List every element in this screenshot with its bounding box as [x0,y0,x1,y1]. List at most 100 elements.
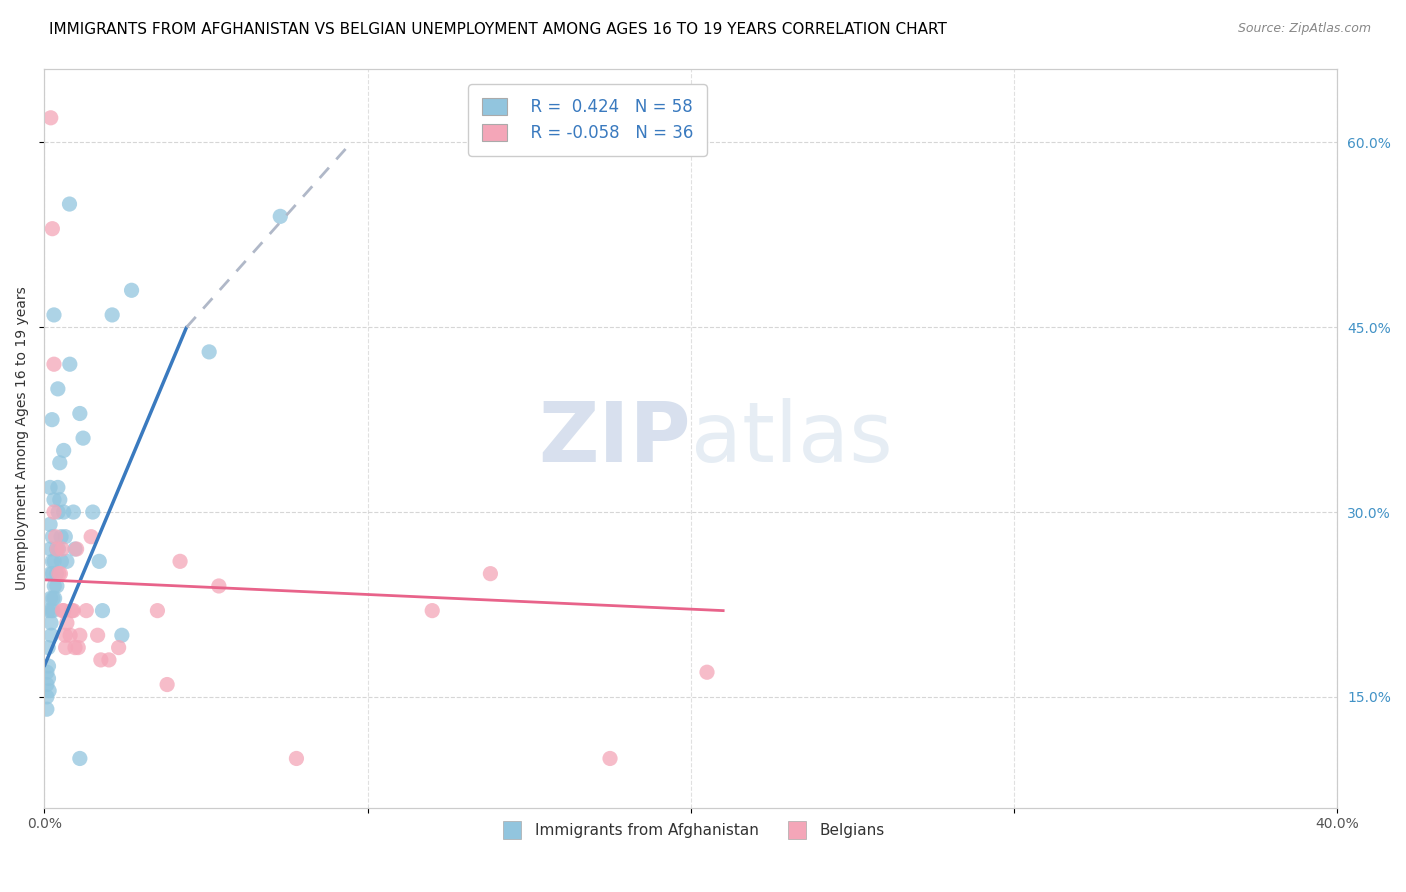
Point [198,344,221,359]
Point [42,591,65,606]
Point [48,566,70,581]
Point [41,412,63,426]
Point [52,505,75,519]
Point [42,505,65,519]
Point [58,197,80,211]
Point [91,604,114,618]
Point [56,554,79,568]
Text: ZIP: ZIP [538,398,690,479]
Point [111,628,134,642]
Point [42,492,65,507]
Point [62,604,84,618]
Point [45,541,67,556]
Point [51,554,73,568]
Point [52,604,75,618]
Point [46,541,69,556]
Point [49,492,72,507]
Point [60,604,83,618]
Point [51,604,73,618]
Point [41,554,63,568]
Point [53,530,76,544]
Point [156,677,179,691]
Point [41,221,63,235]
Point [39,517,62,532]
Point [41,566,63,581]
Point [45,579,67,593]
Point [479,566,502,581]
Point [97,653,120,667]
Point [86,628,108,642]
Point [37,640,59,655]
Point [39,591,62,606]
Point [59,357,82,371]
Point [45,530,67,544]
Point [107,640,129,655]
Point [44,591,66,606]
Point [37,659,59,673]
Point [696,665,718,680]
Point [44,579,66,593]
Point [69,628,91,642]
Point [41,628,63,642]
Point [49,566,72,581]
Point [285,751,308,765]
Point [35,677,58,691]
Point [53,628,76,642]
Point [80,530,103,544]
Point [121,283,143,297]
Point [39,541,62,556]
Point [39,604,62,618]
Point [67,640,90,655]
Point [69,751,91,765]
Point [35,702,58,716]
Point [48,541,70,556]
Point [38,683,60,698]
Text: atlas: atlas [690,398,893,479]
Point [46,382,69,396]
Point [63,640,86,655]
Point [42,308,65,322]
Point [269,210,291,224]
Point [599,751,621,765]
Point [89,554,111,568]
Point [39,566,62,581]
Point [37,604,59,618]
Point [39,480,62,494]
Point [35,665,58,680]
Point [46,505,69,519]
Point [42,357,65,371]
Point [39,615,62,630]
Point [208,579,231,593]
Point [49,456,72,470]
Point [69,407,91,421]
Text: Source: ZipAtlas.com: Source: ZipAtlas.com [1237,22,1371,36]
Point [101,308,124,322]
Point [82,505,104,519]
Point [59,628,82,642]
Text: IMMIGRANTS FROM AFGHANISTAN VS BELGIAN UNEMPLOYMENT AMONG AGES 16 TO 19 YEARS CO: IMMIGRANTS FROM AFGHANISTAN VS BELGIAN U… [49,22,948,37]
Point [41,530,63,544]
Point [420,604,443,618]
Point [63,541,86,556]
Point [52,443,75,458]
Point [62,505,84,519]
Point [37,672,59,686]
Point [42,604,65,618]
Point [72,431,94,445]
Point [35,690,58,704]
Point [65,541,87,556]
Y-axis label: Unemployment Among Ages 16 to 19 years: Unemployment Among Ages 16 to 19 years [15,286,30,590]
Point [45,566,67,581]
Point [49,530,72,544]
Point [169,554,191,568]
Point [39,111,62,125]
Legend: Immigrants from Afghanistan, Belgians: Immigrants from Afghanistan, Belgians [491,817,891,845]
Point [56,615,79,630]
Point [51,541,73,556]
Point [55,640,77,655]
Point [90,653,112,667]
Point [44,554,66,568]
Point [75,604,97,618]
Point [46,480,69,494]
Point [146,604,169,618]
